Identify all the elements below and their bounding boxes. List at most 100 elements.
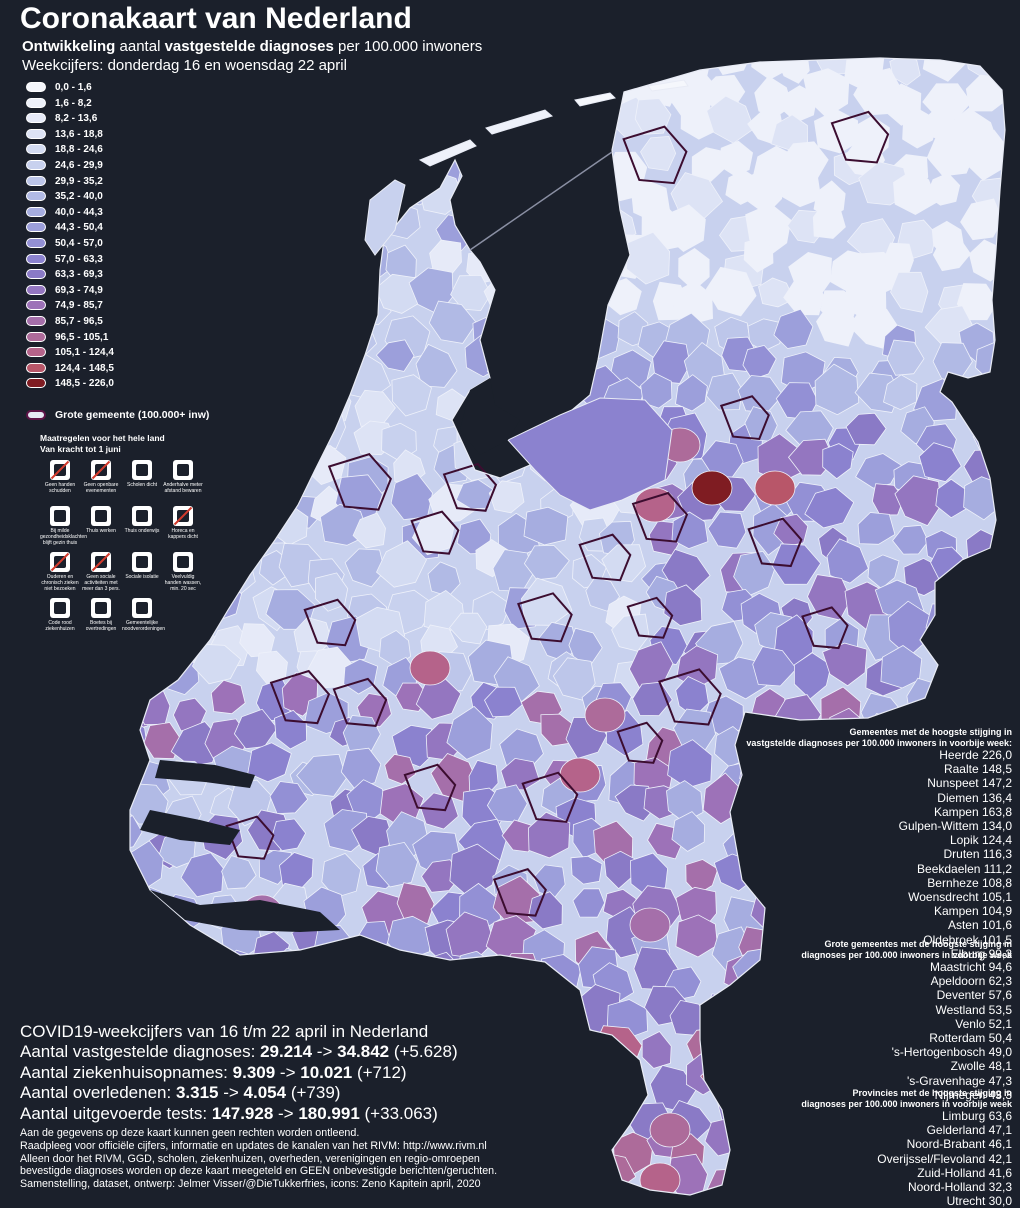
municipality-region [130,693,151,732]
municipality-region [282,140,319,177]
municipality-region [484,1090,525,1130]
footer-line: Alleen door het RIVM, GGD, scholen, ziek… [20,1152,480,1165]
municipality-region [524,348,559,384]
legend-label: 63,3 - 69,3 [55,269,103,281]
stat-to: 180.991 [298,1103,360,1123]
municipality-region [245,245,295,287]
municipality-region [493,148,535,187]
municipality-region [932,237,972,272]
municipality-region [773,308,814,349]
municipality-region [265,268,310,313]
municipality-region [582,58,618,71]
municipality-region [155,143,199,185]
municipality-region [253,961,293,998]
municipality-region [316,950,359,987]
stat-arrow: -> [273,1103,299,1123]
municipality-region [506,58,547,90]
vlieland-island [418,139,477,167]
municipality-region [285,366,327,415]
municipality-region [666,780,704,823]
municipality-region [356,950,398,995]
municipality-region [172,697,207,732]
house-icon [50,506,70,526]
municipality-region [536,1091,580,1132]
list-item: 's-Hertogenbosch 49,0 [891,1045,1012,1060]
measure-caption: Anderhalve meter afstand bewaren [163,482,203,494]
municipality-region [312,185,346,225]
hotspot-region [691,470,733,506]
measure-item: Gemeentelijke noodverordeningen [122,598,166,632]
municipality-region [883,374,918,411]
municipality-region [391,960,427,1002]
fine-icon [91,598,111,618]
big-municipality-outline [622,125,688,185]
municipality-region [306,382,352,427]
municipality-region [883,242,914,276]
municipality-region [600,58,641,86]
municipality-region [307,150,347,193]
municipality-region [212,205,258,250]
municipality-region [643,58,686,80]
list-item: Elburg 99,3 [950,946,1012,961]
map-title: Coronakaart van Nederland [20,2,412,35]
list-item: Heerde 226,0 [939,748,1012,762]
municipality-region [310,101,347,136]
municipality-region [179,284,215,320]
municipality-region [524,983,563,1025]
legend-label: 0,0 - 1,6 [55,82,92,93]
municipality-region [139,303,186,341]
municipality-region [247,389,292,431]
stat-arrow: -> [275,1062,301,1082]
municipality-region [929,681,971,721]
municipality-region [130,76,143,114]
measure-item: Geen openbare evenementen [81,460,121,494]
municipality-region [707,511,747,549]
list-item: 's-Gravenhage 47,3 [906,1073,1012,1088]
municipality-region [389,117,431,154]
municipality-region [130,895,133,929]
stats-row: Aantal ziekenhuisopnames: 9.309 -> 10.02… [20,1063,458,1084]
stat-delta: (+33.063) [359,1103,438,1123]
municipality-region [183,920,224,972]
list-item: Lopik 124,4 [949,833,1012,848]
top-municipalities-list: Gemeentes met de hoogste stijging in vast… [712,727,1012,961]
municipality-region [562,1167,601,1195]
legend-label: 1,6 - 8,2 [55,97,92,109]
municipality-region [894,475,942,527]
stat-to: 34.842 [337,1042,390,1061]
municipality-region [354,389,396,427]
big-municipality-outline [269,669,331,725]
municipality-region [640,372,673,409]
municipality-region [130,966,140,1002]
big-municipality-outline [658,668,722,726]
stat-delta: (+5.628) [389,1042,458,1061]
stat-delta: (+739) [286,1083,341,1102]
measure-caption: Gemeentelijke noodverordeningen [122,620,166,632]
legend-label: 8,2 - 13,6 [55,113,98,125]
stat-label: Aantal ziekenhuisopnames: [20,1062,233,1082]
hotspot-region [649,1112,691,1148]
municipality-region [519,217,566,254]
legend-swatch [26,362,46,373]
list-item: Diemen 136,4 [937,790,1012,805]
measure-caption: Sociale isolatie [125,574,159,580]
municipality-region [485,75,533,121]
measure-item: Geen sociale activiteiten met meer dan 3… [81,552,121,592]
municipality-region [391,374,432,417]
municipality-region [855,453,902,489]
big-municipality-outline [225,815,275,860]
list-item: Overijssel/Flevoland 42,1 [877,1151,1012,1166]
measure-caption: Bij milde gezondheidsklachten blijft gez… [40,528,87,546]
legend-label: 18,8 - 24,6 [55,144,103,156]
municipality-region [468,209,514,256]
municipality-region [170,224,207,257]
measure-caption: Geen handen schudden [44,482,76,494]
municipality-region [283,333,328,380]
measure-caption: Scholen dicht [126,482,158,488]
municipality-region [179,171,223,217]
measure-caption: Ouderen en chronisch zieken niet bezoeke… [41,574,79,592]
municipality-region [663,584,703,627]
list-item: Zwolle 48,1 [950,1059,1012,1074]
municipality-region [214,114,251,148]
list-item: Utrecht 30,0 [946,1194,1012,1208]
